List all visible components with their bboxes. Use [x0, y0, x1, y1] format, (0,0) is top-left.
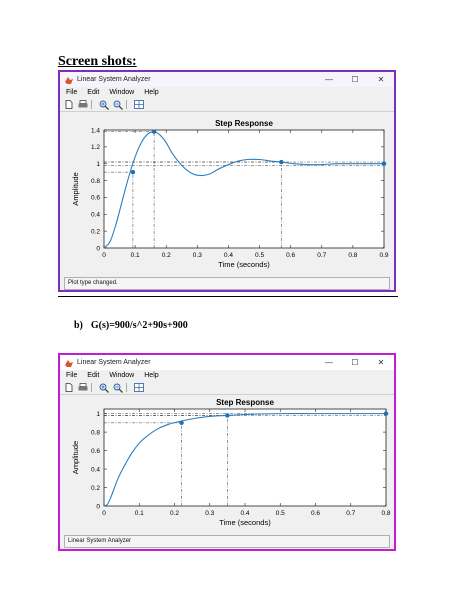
x-tick-label: 0 — [102, 252, 106, 259]
characteristic-point-marker[interactable] — [381, 161, 387, 166]
y-axis-label: Amplitude — [71, 172, 80, 205]
menu-bar: File Edit Window Help — [60, 87, 394, 98]
x-tick-label: 0.1 — [131, 252, 140, 259]
step-response-chart[interactable]: Step Response Time (seconds) Amplitude 0 0.1… — [60, 395, 394, 533]
y-tick-label: 0.4 — [91, 212, 100, 219]
zoom-in-icon[interactable] — [98, 383, 109, 393]
close-icon[interactable]: ✕ — [377, 75, 385, 84]
step-response-line — [103, 413, 386, 507]
y-tick-label: 1.2 — [91, 144, 100, 151]
x-tick-label: 0.4 — [224, 252, 233, 259]
y-tick-label: 0.6 — [91, 448, 100, 455]
y-tick-label: 0 — [96, 503, 100, 510]
x-tick-label: 0.4 — [240, 510, 249, 517]
x-tick-label: 0.2 — [170, 510, 179, 517]
linear-system-analyzer-window-2: Linear System Analyzer — ☐ ✕ File Edit W… — [58, 353, 396, 551]
chart-title: Step Response — [215, 119, 273, 128]
doc-subheading: b) G(s)=900/s^2+90s+900 — [74, 320, 188, 331]
x-tick-label: 0.3 — [205, 510, 214, 517]
toolbar — [60, 381, 394, 395]
y-tick-label: 0 — [96, 245, 100, 252]
menu-help[interactable]: Help — [144, 372, 159, 379]
x-tick-label: 0.7 — [317, 252, 326, 259]
print-icon[interactable] — [77, 383, 88, 393]
characteristic-point-marker[interactable] — [130, 169, 136, 175]
y-tick-label: 1 — [96, 161, 100, 168]
matlab-app-icon — [65, 76, 73, 84]
y-tick-label: 0.2 — [91, 485, 100, 492]
divider-line — [58, 296, 398, 297]
new-file-icon[interactable] — [63, 100, 74, 110]
maximize-icon[interactable]: ☐ — [351, 75, 359, 84]
menu-file[interactable]: File — [66, 89, 78, 96]
doc-heading: Screen shots: — [58, 54, 137, 69]
new-file-icon[interactable] — [63, 383, 74, 393]
plot-configuration-icon[interactable] — [133, 383, 144, 393]
plot-area: Step Response Time (seconds) Amplitude 0 0.1… — [60, 395, 394, 533]
y-tick-label: 0.6 — [91, 195, 100, 202]
y-tick-label: 0.8 — [91, 178, 100, 185]
matlab-app-icon — [65, 359, 73, 367]
window-title: Linear System Analyzer — [77, 76, 151, 83]
characteristic-point-marker[interactable] — [151, 129, 157, 134]
plot-box — [103, 408, 387, 507]
plot-configuration-icon[interactable] — [133, 100, 144, 110]
y-axis-label: Amplitude — [71, 441, 80, 474]
x-tick-label: 0.8 — [381, 510, 390, 517]
menu-help[interactable]: Help — [144, 89, 159, 96]
menu-window[interactable]: Window — [109, 372, 135, 379]
x-tick-label: 0.6 — [311, 510, 320, 517]
characteristic-point-marker[interactable] — [225, 413, 230, 418]
x-tick-label: 0.1 — [135, 510, 144, 517]
x-tick-label: 0.2 — [162, 252, 171, 259]
menu-window[interactable]: Window — [109, 89, 135, 96]
x-tick-label: 0 — [102, 510, 106, 517]
x-tick-label: 0.5 — [276, 510, 285, 517]
minimize-icon[interactable]: — — [325, 75, 333, 84]
zoom-out-icon[interactable] — [112, 100, 123, 110]
status-bar: Plot type changed. — [64, 277, 390, 290]
zoom-out-icon[interactable] — [112, 383, 123, 393]
x-tick-label: 0.6 — [286, 252, 295, 259]
title-bar[interactable]: Linear System Analyzer — ☐ ✕ — [60, 355, 394, 370]
print-icon[interactable] — [77, 100, 88, 110]
window-title: Linear System Analyzer — [77, 359, 151, 366]
y-tick-label: 0.4 — [91, 466, 100, 473]
x-axis-label: Time (seconds) — [219, 518, 271, 527]
minimize-icon[interactable]: — — [325, 358, 333, 367]
menu-edit[interactable]: Edit — [87, 372, 100, 379]
plot-area: Step Response Time (seconds) Amplitude 0 0.1… — [60, 112, 394, 276]
zoom-in-icon[interactable] — [98, 100, 109, 110]
x-tick-label: 0.9 — [379, 252, 388, 259]
toolbar — [60, 98, 394, 112]
title-bar[interactable]: Linear System Analyzer — ☐ ✕ — [60, 72, 394, 87]
x-tick-label: 0.3 — [193, 252, 202, 259]
close-icon[interactable]: ✕ — [377, 358, 385, 367]
x-tick-label: 0.5 — [255, 252, 264, 259]
x-tick-label: 0.7 — [346, 510, 355, 517]
menu-bar: File Edit Window Help — [60, 370, 394, 381]
characteristic-point-marker[interactable] — [279, 159, 284, 165]
status-bar: Linear System Analyzer — [64, 535, 390, 548]
y-tick-label: 1 — [96, 411, 100, 418]
chart-title: Step Response — [216, 398, 274, 407]
sub-label: b) — [74, 320, 83, 331]
menu-edit[interactable]: Edit — [87, 89, 100, 96]
maximize-icon[interactable]: ☐ — [351, 358, 359, 367]
x-tick-label: 0.8 — [348, 252, 357, 259]
y-tick-label: 0.8 — [91, 429, 100, 436]
x-axis-label: Time (seconds) — [218, 260, 270, 269]
plot-box — [103, 129, 385, 249]
y-tick-label: 0.2 — [91, 228, 100, 235]
linear-system-analyzer-window-1: Linear System Analyzer — ☐ ✕ File Edit W… — [58, 70, 396, 292]
menu-file[interactable]: File — [66, 372, 78, 379]
step-response-chart[interactable]: Step Response Time (seconds) Amplitude 0 0.1… — [60, 112, 394, 276]
step-response-line — [103, 131, 384, 249]
characteristic-point-marker[interactable] — [179, 420, 184, 426]
y-tick-label: 1.4 — [91, 127, 100, 134]
transfer-function-text: G(s)=900/s^2+90s+900 — [90, 320, 188, 331]
characteristic-point-marker[interactable] — [383, 411, 389, 416]
